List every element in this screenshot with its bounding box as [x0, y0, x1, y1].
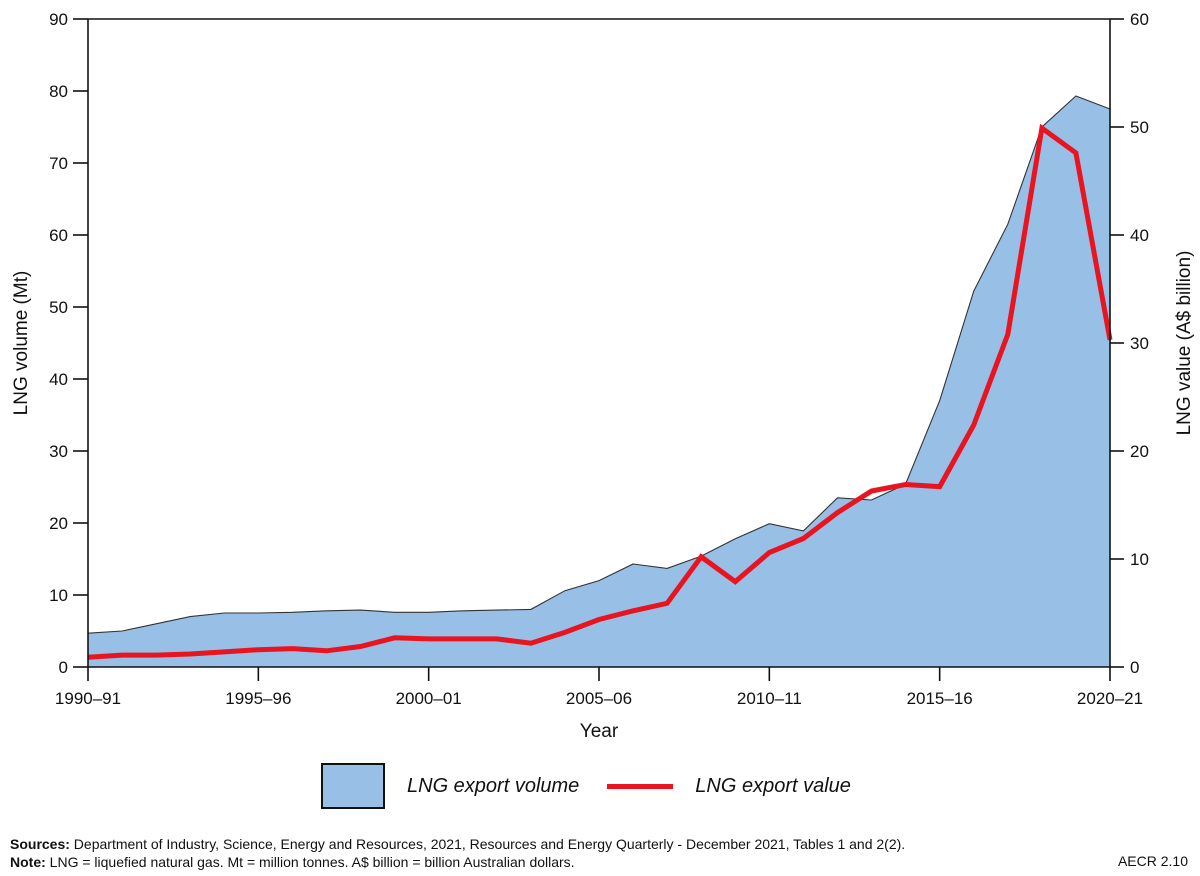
y-left-tick-label: 50	[49, 298, 68, 317]
x-tick-label: 2020–21	[1077, 689, 1143, 708]
sources-label: Sources:	[10, 836, 70, 852]
y-left-tick-label: 10	[49, 586, 68, 605]
y-left-tick-label: 40	[49, 370, 68, 389]
y-left-tick-label: 90	[49, 10, 68, 29]
footnotes: Sources: Department of Industry, Science…	[10, 835, 905, 871]
y-left-tick-label: 20	[49, 514, 68, 533]
legend-volume-label: LNG export volume	[407, 774, 580, 797]
y-left-tick-label: 30	[49, 442, 68, 461]
y-axis-right-title: LNG value (A$ billion)	[1174, 251, 1195, 436]
x-tick-label: 1995–96	[225, 689, 291, 708]
chart: 0 10 20 30 40 50 60 70 80 90 0 10 20 30 40 50 60 1990–91 1…	[11, 10, 1195, 742]
value-line	[87, 123, 1113, 660]
x-tick-label: 2005–06	[566, 689, 632, 708]
note-line: Note: LNG = liquefied natural gas. Mt = …	[10, 853, 905, 871]
note-text: LNG = liquefied natural gas. Mt = millio…	[45, 854, 575, 870]
y-right-tick-label: 0	[1130, 658, 1139, 677]
volume-area	[88, 96, 1110, 667]
y-left-tick-label: 70	[49, 154, 68, 173]
sources-line: Sources: Department of Industry, Science…	[10, 835, 905, 853]
y-right-tick-label: 50	[1130, 118, 1149, 137]
x-tick-label: 2000–01	[396, 689, 462, 708]
note-label: Note:	[10, 854, 46, 870]
legend-value-label: LNG export value	[695, 774, 851, 797]
y-right-tick-label: 20	[1130, 442, 1149, 461]
y-left-tick-label: 80	[49, 82, 68, 101]
x-tick-label: 2015–16	[907, 689, 973, 708]
legend-volume-swatch	[321, 763, 385, 809]
figure-reference: AECR 2.10	[1117, 853, 1188, 869]
y-left-tick-label: 60	[49, 226, 68, 245]
y-right-tick-label: 60	[1130, 10, 1149, 29]
volume-area-outline	[87, 95, 1111, 634]
x-tick-label: 1990–91	[55, 689, 121, 708]
legend-value-line	[607, 783, 674, 789]
y-axis-left-title: LNG volume (Mt)	[11, 271, 32, 416]
y-right-tick-label: 40	[1130, 226, 1149, 245]
y-left-tick-label: 0	[59, 658, 68, 677]
x-tick-label: 2010–11	[737, 689, 802, 708]
x-axis-title: Year	[580, 721, 619, 742]
y-right-tick-label: 10	[1130, 550, 1149, 569]
y-right-tick-label: 30	[1130, 334, 1149, 353]
legend: LNG export volume LNG export value	[321, 761, 851, 811]
sources-text: Department of Industry, Science, Energy …	[69, 836, 906, 852]
